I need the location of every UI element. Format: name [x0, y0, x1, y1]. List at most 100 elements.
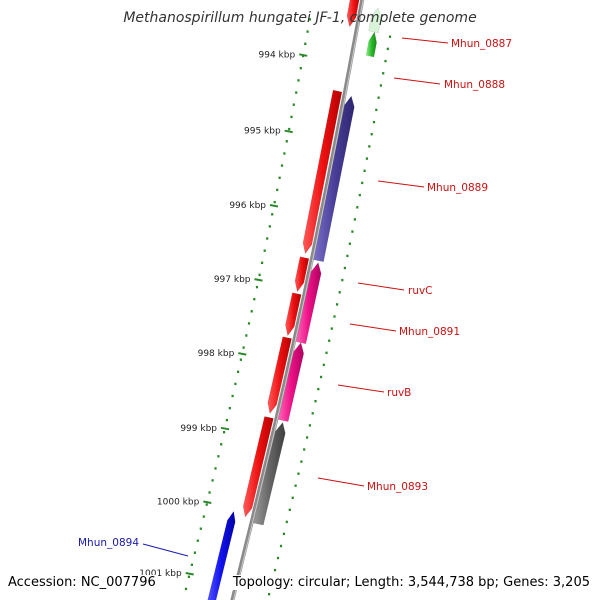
outer-minor-tick	[303, 448, 306, 451]
outer-minor-tick	[343, 266, 346, 270]
backbone-line	[230, 0, 365, 600]
minor-tick	[217, 455, 220, 458]
feature-label[interactable]: Mhun_0893	[367, 481, 428, 493]
red-gene-arrow[interactable]	[242, 416, 274, 518]
minor-tick	[285, 140, 288, 143]
major-tick	[238, 352, 247, 356]
outer-minor-tick	[297, 472, 300, 475]
outer-minor-tick	[322, 363, 325, 367]
minor-tick	[234, 382, 237, 386]
minor-tick	[292, 103, 295, 106]
minor-tick	[304, 42, 307, 45]
red-gene-arrow[interactable]	[346, 0, 361, 28]
minor-tick	[196, 539, 199, 542]
major-tick	[284, 129, 293, 134]
gene-Mhun_0889[interactable]	[313, 95, 355, 263]
outer-minor-tick	[328, 339, 331, 342]
outer-minor-tick	[368, 145, 371, 148]
outer-minor-tick	[384, 59, 387, 63]
outer-minor-tick	[341, 278, 344, 282]
feature-label[interactable]: Mhun_0888	[444, 79, 505, 91]
genome-backbone	[230, 0, 365, 600]
tick-label: 1001 kbp	[139, 569, 182, 579]
tick-label: 999 kbp	[180, 424, 217, 434]
minor-tick	[220, 443, 223, 446]
minor-tick	[228, 406, 231, 410]
major-tick	[299, 53, 308, 57]
feature-label[interactable]: ruvB	[387, 387, 411, 399]
gene-Mhun_0894[interactable]	[207, 510, 236, 600]
outer-minor-tick	[291, 496, 294, 499]
label-leader-line	[317, 477, 365, 487]
minor-tick	[237, 370, 240, 373]
outer-minor-tick	[279, 544, 283, 548]
outer-minor-tick	[388, 35, 392, 38]
outer-minor-tick	[294, 484, 297, 487]
minor-tick	[239, 358, 242, 361]
minor-tick	[202, 515, 205, 518]
outer-minor-tick	[288, 508, 291, 511]
minor-tick	[308, 18, 311, 21]
minor-tick	[247, 322, 251, 325]
gene-Mhun_0887[interactable]	[365, 31, 377, 58]
minor-tick	[208, 491, 211, 494]
red-gene-arrow[interactable]	[302, 89, 343, 255]
feature-label[interactable]: Mhun_0889	[427, 182, 488, 194]
outer-minor-tick	[306, 436, 309, 439]
genome-title: Methanospirillum hungatei JF-1, complete…	[123, 10, 477, 26]
gene-ruvC[interactable]	[295, 262, 322, 345]
minor-tick	[261, 261, 264, 264]
outer-minor-tick	[273, 568, 277, 572]
topology-text: Topology: circular; Length: 3,544,738 bp…	[230, 575, 592, 590]
gene-ruvB[interactable]	[277, 342, 304, 422]
gene-Mhun_0893[interactable]	[253, 421, 286, 526]
outer-minor-tick	[375, 108, 378, 112]
label-leader-line	[377, 180, 425, 188]
minor-tick	[205, 503, 208, 506]
outer-minor-tick	[320, 375, 323, 379]
outer-minor-tick	[353, 218, 356, 221]
outer-minor-tick	[348, 242, 351, 245]
feature-label[interactable]: Mhun_0891	[399, 326, 460, 338]
outer-minor-tick	[356, 206, 359, 209]
red-gene-arrow[interactable]	[285, 292, 302, 337]
red-gene-arrow[interactable]	[294, 256, 310, 293]
minor-tick	[190, 563, 193, 566]
tick-label: 995 kbp	[244, 127, 281, 137]
feature-label[interactable]: ruvC	[408, 285, 433, 297]
minor-tick	[295, 91, 298, 94]
minor-tick	[199, 527, 202, 530]
outer-minor-tick	[330, 327, 333, 330]
minor-tick	[276, 188, 279, 192]
feature-label[interactable]: Mhun_0887	[451, 38, 512, 50]
outer-minor-tick	[314, 400, 317, 403]
minor-tick	[250, 310, 253, 313]
outer-minor-tick	[336, 303, 339, 306]
minor-tick	[225, 418, 228, 422]
minor-tick	[273, 200, 276, 204]
tick-label: 997 kbp	[214, 275, 251, 285]
feature-label[interactable]: Mhun_0894	[78, 537, 139, 549]
gene-Mhun_0887-faded[interactable]	[368, 7, 382, 34]
minor-tick	[263, 249, 266, 252]
outer-minor-tick	[300, 460, 303, 463]
minor-tick	[290, 115, 293, 119]
outer-minor-tick	[351, 230, 354, 233]
minor-tick	[297, 79, 300, 82]
label-leader-line	[357, 282, 405, 291]
major-tick	[254, 278, 263, 282]
outer-minor-tick	[338, 291, 341, 294]
label-leader-line	[401, 37, 449, 44]
red-gene-arrow[interactable]	[267, 336, 292, 415]
outer-minor-tick	[325, 351, 328, 354]
backbone-highlight	[232, 0, 364, 600]
minor-tick	[193, 551, 196, 554]
outer-minor-tick	[370, 133, 373, 136]
minor-tick	[278, 176, 281, 179]
label-leader-line	[393, 77, 441, 85]
label-leader-line	[337, 384, 385, 393]
minor-tick	[253, 298, 256, 301]
outer-minor-tick	[377, 96, 380, 99]
feature-track	[207, 0, 382, 600]
outer-minor-tick	[365, 157, 368, 160]
